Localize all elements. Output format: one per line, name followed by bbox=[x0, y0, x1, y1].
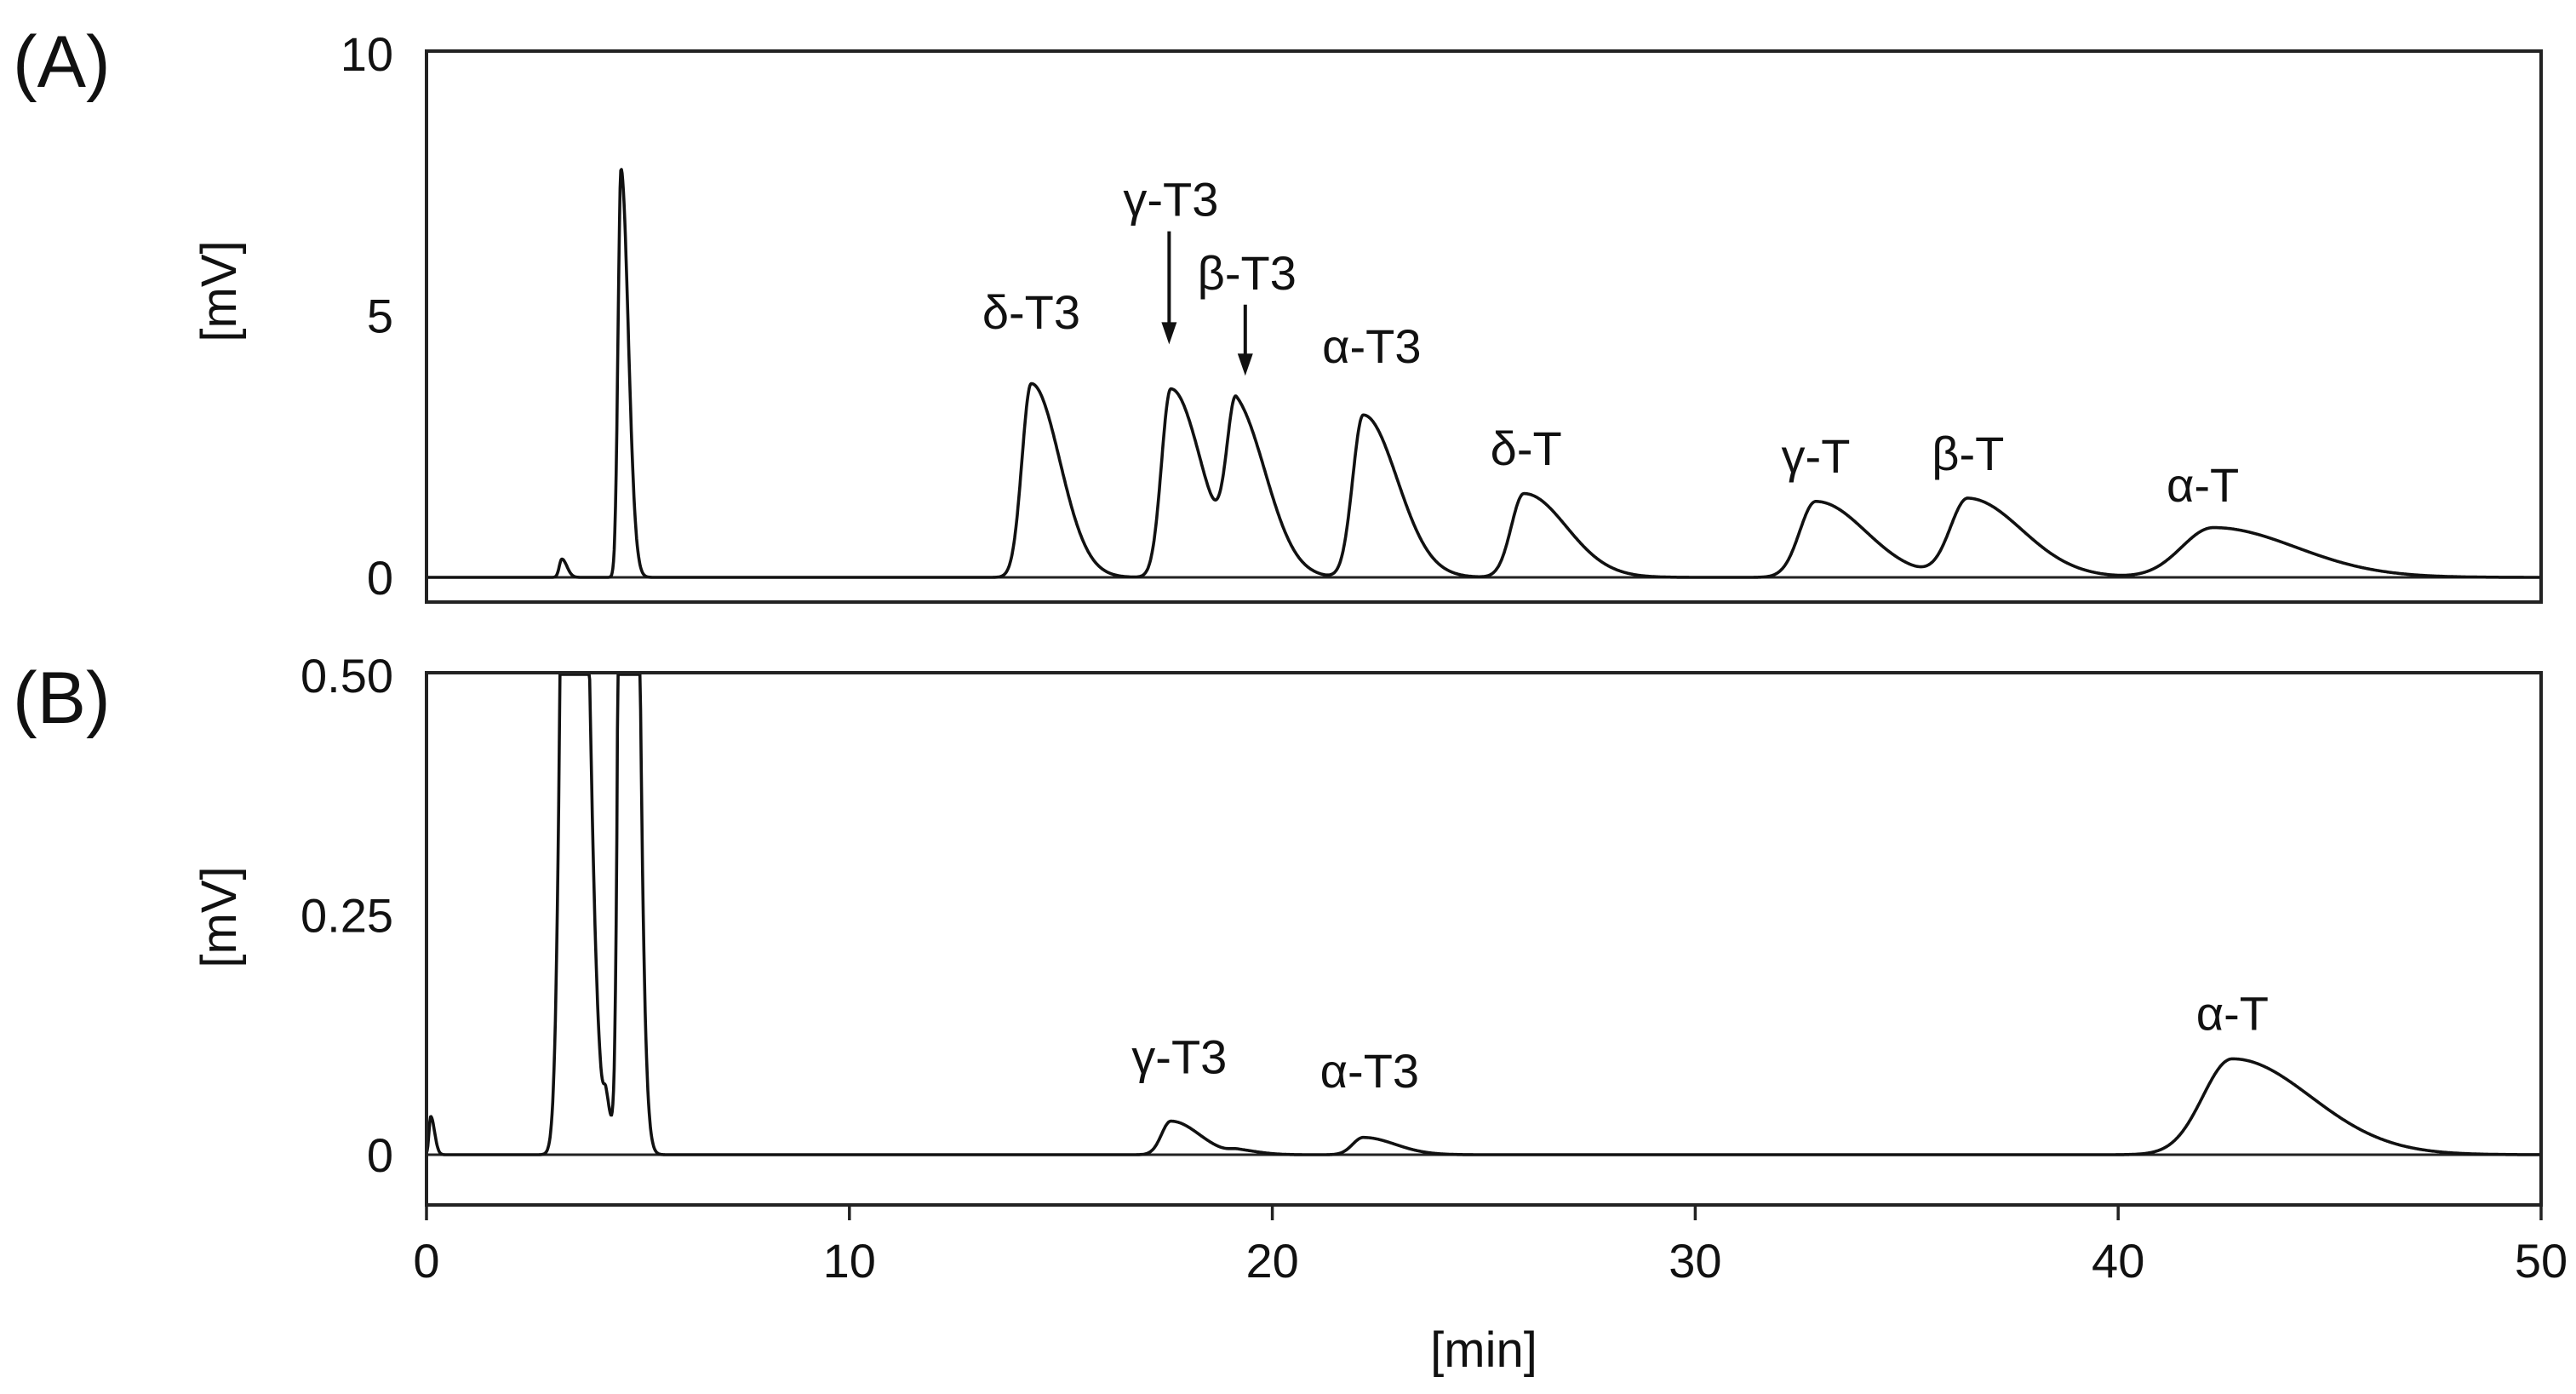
peak-label: β-T3 bbox=[1198, 246, 1297, 300]
y-tick-label: 0.25 bbox=[301, 889, 393, 943]
peak-label: δ-T bbox=[1491, 422, 1562, 475]
x-tick-label: 30 bbox=[1669, 1234, 1721, 1288]
x-axis-ticks: 0 10 20 30 40 50 bbox=[413, 1205, 2567, 1288]
peak-label: α-T3 bbox=[1322, 319, 1421, 373]
peak-arrowhead bbox=[1161, 322, 1177, 345]
x-tick-label: 10 bbox=[823, 1234, 876, 1288]
panel-a-plot-frame bbox=[425, 49, 2543, 604]
peak-label: α-T bbox=[2196, 987, 2269, 1041]
panel-b-chromatogram-trace bbox=[425, 673, 2542, 1156]
x-axis-label: [min] bbox=[1430, 1322, 1537, 1378]
x-tick-label: 50 bbox=[2515, 1234, 2567, 1288]
panel-a-y-axis-label: [mV] bbox=[192, 240, 247, 341]
y-tick-label: 0.50 bbox=[301, 649, 393, 703]
peak-label: γ-T3 bbox=[1123, 173, 1218, 227]
panel-b-plot-frame bbox=[425, 671, 2543, 1207]
panel-b: (B) [mV] 0 0.25 0.50 γ-T3 α-T3 α-T 0 10 20 30 40… bbox=[13, 649, 2567, 1378]
peak-arrowhead bbox=[1237, 353, 1253, 376]
y-tick-label: 10 bbox=[341, 27, 393, 81]
panel-a-y-ticks: 0 5 10 bbox=[341, 27, 393, 605]
peak-label: β-T bbox=[1932, 427, 2004, 480]
peak-label: δ-T3 bbox=[982, 285, 1080, 339]
peak-label: α-T bbox=[2167, 458, 2239, 512]
peak-label: γ-T bbox=[1782, 429, 1851, 483]
panel-b-label: (B) bbox=[13, 657, 111, 739]
panel-a-chromatogram-trace bbox=[426, 168, 2542, 579]
x-tick-label: 0 bbox=[413, 1234, 439, 1288]
panel-a: (A) [mV] 0 5 10 δ-T3 γ-T3 β-T3 α-T3 δ-T γ-T β-T α… bbox=[13, 21, 2543, 605]
x-tick-label: 40 bbox=[2092, 1234, 2144, 1288]
peak-label: α-T3 bbox=[1320, 1044, 1419, 1098]
panel-b-peak-labels: γ-T3 α-T3 α-T bbox=[1131, 987, 2269, 1099]
panel-a-label: (A) bbox=[13, 21, 111, 103]
y-tick-label: 0 bbox=[367, 1128, 393, 1182]
y-tick-label: 0 bbox=[367, 551, 393, 605]
x-tick-label: 20 bbox=[1245, 1234, 1298, 1288]
panel-b-y-ticks: 0 0.25 0.50 bbox=[301, 649, 393, 1182]
peak-label: γ-T3 bbox=[1131, 1030, 1227, 1083]
panel-a-peak-labels: δ-T3 γ-T3 β-T3 α-T3 δ-T γ-T β-T α-T bbox=[982, 173, 2239, 512]
panel-b-y-axis-label: [mV] bbox=[192, 866, 247, 967]
y-tick-label: 5 bbox=[367, 290, 393, 343]
